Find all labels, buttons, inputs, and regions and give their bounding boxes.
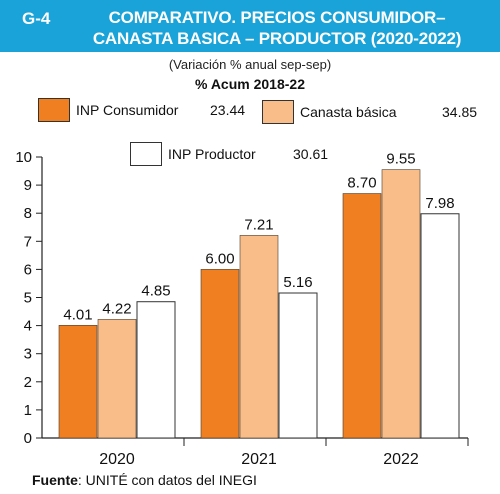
bar-canasta-2021 xyxy=(239,235,279,439)
bar-canasta-2020 xyxy=(97,319,137,439)
legend-swatch-canasta xyxy=(262,100,294,124)
y-tick-label: 5 xyxy=(24,290,32,307)
legend-value-productor: 30.61 xyxy=(293,146,329,162)
y-tick-label: 8 xyxy=(24,205,32,222)
y-tick-label: 9 xyxy=(24,177,32,194)
bar-canasta-2022 xyxy=(381,169,421,439)
y-tick-label: 3 xyxy=(24,346,32,363)
source-text: : UNITÉ con datos del INEGI xyxy=(77,472,257,488)
y-tick-label: 2 xyxy=(24,374,32,391)
legend-value-canasta: 34.85 xyxy=(442,104,478,120)
bar-consumidor-2022 xyxy=(342,193,382,439)
source-note: Fuente: UNITÉ con datos del INEGI xyxy=(32,472,257,488)
y-tick-label: 0 xyxy=(24,430,32,447)
y-tick-label: 7 xyxy=(24,233,32,250)
chart-title: COMPARATIVO. PRECIOS CONSUMIDOR– CANASTA… xyxy=(72,7,482,49)
data-label-canasta-2022: 9.55 xyxy=(386,151,415,168)
x-tick-label: 2022 xyxy=(383,451,419,468)
bar-productor-2022 xyxy=(420,213,460,439)
x-tick-label: 2021 xyxy=(241,451,277,468)
source-label: Fuente xyxy=(32,472,78,488)
y-tick-label: 6 xyxy=(24,261,32,278)
acum-label: % Acum 2018-22 xyxy=(195,76,305,92)
y-tick-label: 10 xyxy=(15,149,32,166)
data-label-canasta-2020: 4.22 xyxy=(102,300,131,317)
bar-consumidor-2021 xyxy=(200,269,240,439)
chart-title-line-2: CANASTA BASICA – PRODUCTOR (2020-2022) xyxy=(92,29,462,48)
chart-code: G-4 xyxy=(22,9,51,28)
legend-value-consumidor: 23.44 xyxy=(210,102,246,118)
data-label-productor-2020: 4.85 xyxy=(141,283,170,300)
data-label-consumidor-2021: 6.00 xyxy=(205,250,234,267)
data-label-canasta-2021: 7.21 xyxy=(244,216,273,233)
data-label-consumidor-2022: 8.70 xyxy=(347,175,376,192)
chart-title-line-1: COMPARATIVO. PRECIOS CONSUMIDOR– xyxy=(108,8,446,27)
legend-swatch-consumidor xyxy=(38,98,70,122)
legend-label-productor: INP Productor xyxy=(168,146,256,162)
data-label-productor-2022: 7.98 xyxy=(425,195,454,212)
chart-subtitle: (Variación % anual sep-sep) xyxy=(168,57,332,72)
bar-consumidor-2020 xyxy=(58,325,98,439)
y-tick-label: 4 xyxy=(24,318,32,335)
bar-productor-2020 xyxy=(136,301,176,439)
y-tick-label: 1 xyxy=(24,402,32,419)
legend-label-consumidor: INP Consumidor xyxy=(76,102,179,118)
data-label-productor-2021: 5.16 xyxy=(283,274,312,291)
chart-header: G-4 COMPARATIVO. PRECIOS CONSUMIDOR– CAN… xyxy=(0,0,500,52)
data-label-consumidor-2020: 4.01 xyxy=(63,306,92,323)
legend-swatch-productor xyxy=(130,142,162,166)
legend-label-canasta: Canasta básica xyxy=(300,104,397,120)
x-tick-label: 2020 xyxy=(99,451,135,468)
bar-productor-2021 xyxy=(278,292,318,439)
